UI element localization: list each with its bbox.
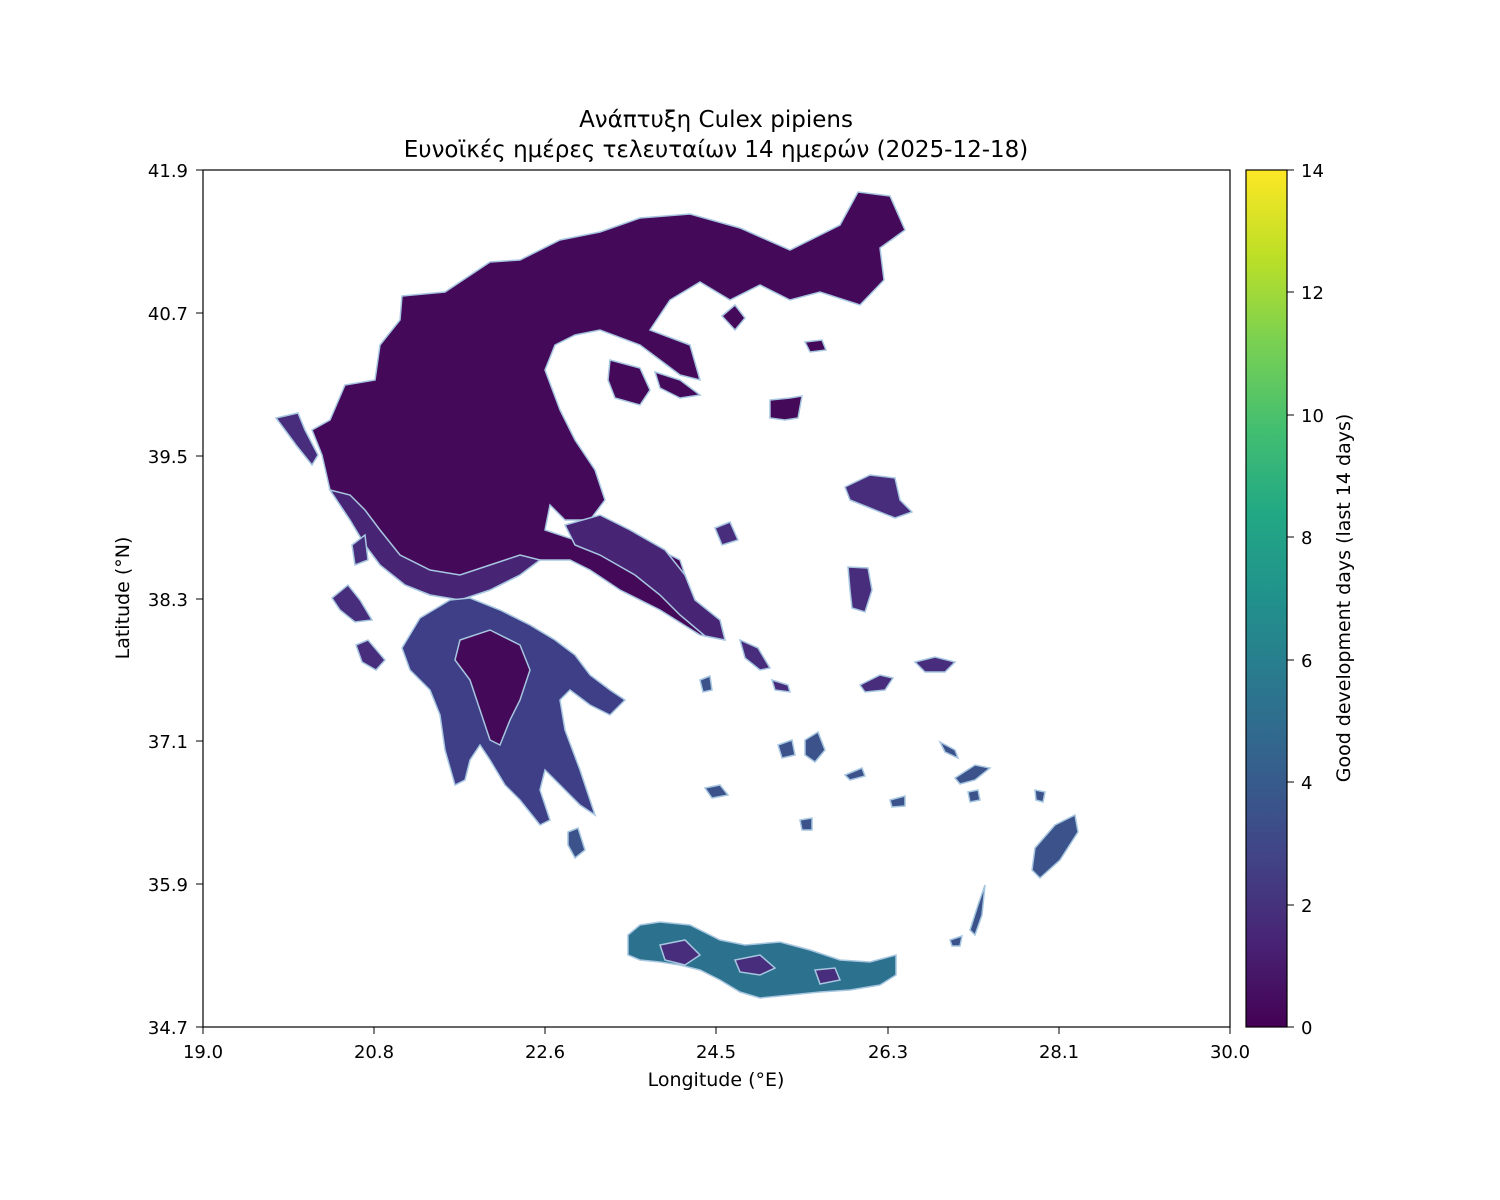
tinos-island [770, 678, 792, 693]
y-tick-label: 39.5 [148, 447, 188, 468]
y-tick-label: 34.7 [148, 1018, 188, 1039]
kos-island [938, 740, 960, 760]
santorini-island [799, 817, 813, 831]
colorbar: 14 12 10 8 6 4 2 0 Good development days… [1245, 161, 1355, 1039]
map-layer [274, 191, 1079, 999]
colorbar-tick-label: 6 [1301, 651, 1312, 672]
crete-highlands [659, 939, 842, 985]
samothraki-island [803, 339, 828, 353]
rhodes-island [1031, 813, 1079, 880]
epirus-coast [328, 488, 542, 601]
chalkidiki [607, 359, 702, 406]
amorgos-island [843, 767, 866, 781]
y-axis-label: Latitude (°N) [112, 537, 134, 660]
naxos-island [804, 730, 826, 764]
y-tick-label: 37.1 [148, 732, 188, 753]
x-axis-label: Longitude (°E) [648, 1069, 785, 1091]
x-tick-label: 24.5 [696, 1042, 736, 1063]
ikaria-island [913, 656, 957, 673]
symi-island [1034, 789, 1046, 803]
colorbar-tick-label: 14 [1301, 161, 1324, 182]
x-tick-label: 28.1 [1039, 1042, 1079, 1063]
x-tick-label: 26.3 [868, 1042, 908, 1063]
colorbar-tick-label: 0 [1301, 1018, 1312, 1039]
x-axis: 19.0 20.8 22.6 24.5 26.3 28.1 30.0 [183, 1027, 1250, 1063]
y-tick-label: 41.9 [148, 161, 188, 182]
colorbar-tick-label: 8 [1301, 528, 1312, 549]
kalymnos-island [953, 764, 992, 785]
lemnos-island [769, 395, 803, 421]
kefalonia-island [330, 583, 374, 623]
chios-island [847, 566, 873, 613]
x-tick-label: 20.8 [354, 1042, 394, 1063]
chart-title-line1: Ανάπτυξη Culex pipiens [579, 107, 853, 133]
lesvos-island [844, 474, 914, 519]
tilos-island [967, 789, 981, 803]
milos-island [703, 784, 730, 799]
colorbar-tick-label: 10 [1301, 406, 1324, 427]
x-tick-label: 30.0 [1210, 1042, 1250, 1063]
skyros-island [714, 521, 740, 546]
y-tick-label: 35.9 [148, 875, 188, 896]
samos-island [858, 674, 895, 693]
paros-island [777, 739, 796, 759]
colorbar-label: Good development days (last 14 days) [1333, 414, 1355, 783]
colorbar-tick-label: 2 [1301, 896, 1312, 917]
y-axis: 41.9 40.7 39.5 38.3 37.1 35.9 34.7 [148, 161, 203, 1039]
y-tick-label: 40.7 [148, 304, 188, 325]
colorbar-tick-label: 12 [1301, 283, 1324, 304]
peloponnese-highlands [454, 629, 531, 747]
kythira-island [567, 827, 586, 860]
evia-island [563, 514, 727, 641]
colorbar-gradient [1245, 169, 1288, 1028]
colorbar-tick-label: 4 [1301, 773, 1312, 794]
astypalaia-island [889, 795, 906, 808]
y-tick-label: 38.3 [148, 590, 188, 611]
chart-title-line2: Ευνοϊκές ημέρες τελευταίων 14 ημερών (20… [404, 137, 1029, 163]
lefkada-island [351, 533, 369, 567]
x-tick-label: 19.0 [183, 1042, 223, 1063]
kea-island [699, 674, 713, 693]
corfu-island [274, 412, 319, 467]
thasos-island [720, 303, 746, 332]
karpathos-island [969, 884, 986, 937]
x-tick-label: 22.6 [525, 1042, 565, 1063]
kasos-island [949, 934, 963, 947]
andros-island [738, 638, 772, 671]
zakynthos-island [355, 639, 386, 671]
